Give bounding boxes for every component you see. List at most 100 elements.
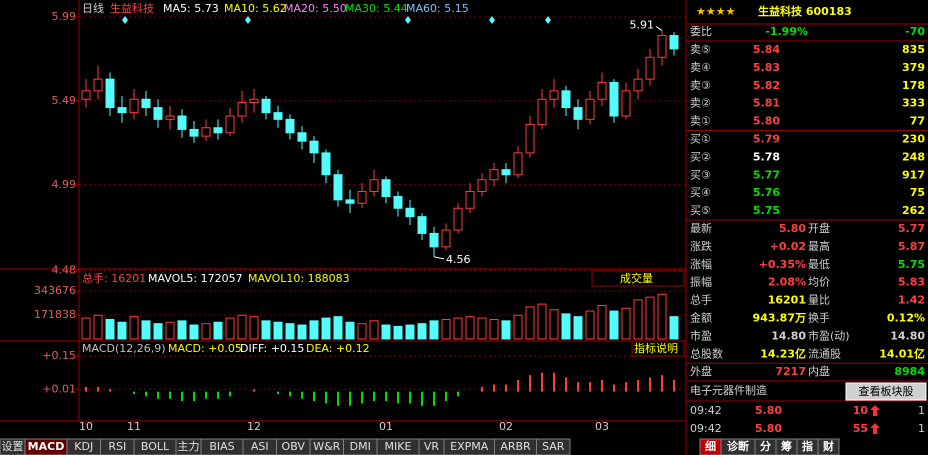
volume-bar xyxy=(501,320,511,340)
tick-count: 1 xyxy=(918,404,925,417)
stat-value: 14.80 xyxy=(771,329,806,342)
candle-body xyxy=(513,152,523,176)
volume-bar xyxy=(465,316,475,340)
indicator-box[interactable] xyxy=(631,340,685,357)
y-tick-label: 171838 xyxy=(34,308,76,321)
stat-label: 外盘 xyxy=(690,364,712,378)
x-tick-label: 11 xyxy=(127,420,141,433)
event-marker xyxy=(489,16,495,24)
candle-body xyxy=(501,169,511,176)
side-tab-label: 分 xyxy=(760,439,771,453)
stat-label: 最高 xyxy=(808,239,830,253)
legend-entry: MA10: 5.62 xyxy=(224,2,287,15)
tick-volume: 55 xyxy=(853,422,868,435)
volume-bar xyxy=(645,296,655,340)
candle-body xyxy=(357,190,367,204)
volume-bar xyxy=(609,310,619,340)
x-tick-label: 10 xyxy=(79,420,93,433)
side-tab[interactable] xyxy=(817,438,840,455)
tab-label: DMI xyxy=(350,440,371,453)
volume-bar xyxy=(81,317,91,340)
tab[interactable] xyxy=(536,438,571,455)
candle-body xyxy=(285,118,295,134)
stat-value: 14.01亿 xyxy=(879,346,925,360)
stat-value: +0.35% xyxy=(759,258,806,271)
candle-body xyxy=(117,107,127,114)
stat-label: 市盈(动) xyxy=(808,328,850,342)
y-tick-label: 5.49 xyxy=(52,94,77,107)
tab-label: VR xyxy=(424,440,440,453)
book-volume: 379 xyxy=(902,61,925,74)
stat-label: 金额 xyxy=(690,311,712,325)
tab-label: MIKE xyxy=(385,440,412,453)
book-label: 买⑤ xyxy=(690,204,711,217)
candle-body xyxy=(153,107,163,120)
side-tab-label: 指 xyxy=(802,439,813,453)
side-tab-label: 筹 xyxy=(781,439,792,453)
legend-entry: MAVOL10: 188083 xyxy=(248,272,350,285)
volume-bar xyxy=(237,314,247,340)
book-price: -1.99% xyxy=(765,25,808,38)
candle-body xyxy=(633,78,643,92)
event-marker xyxy=(245,16,251,24)
event-marker xyxy=(405,16,411,24)
tick-volume: 10 xyxy=(853,404,869,417)
tab-label: ASI xyxy=(251,440,269,453)
y-tick-label: 4.48 xyxy=(52,263,77,276)
candle-body xyxy=(93,78,103,92)
tab-label: KDJ xyxy=(74,440,93,453)
tab-label: RSI xyxy=(108,440,126,453)
legend-entry: MACD: +0.05 xyxy=(168,342,242,355)
book-label: 买③ xyxy=(690,168,711,181)
high-annotation: 5.91 xyxy=(630,18,655,31)
stat-value: 7217 xyxy=(775,365,806,378)
legend-entry: DIFF: +0.15 xyxy=(240,342,304,355)
stat-label: 换手 xyxy=(808,311,830,325)
stat-label: 总手 xyxy=(690,293,712,307)
candle-body xyxy=(213,127,223,134)
volume-bar xyxy=(117,321,127,340)
tick-time: 09:42 xyxy=(690,422,722,435)
book-label: 卖④ xyxy=(690,61,711,74)
tab-label: MACD xyxy=(28,440,65,453)
candle-body xyxy=(381,179,391,198)
candle-body xyxy=(333,174,343,201)
candle-body xyxy=(441,229,451,248)
book-volume: 178 xyxy=(902,79,925,92)
stat-label: 市盈 xyxy=(690,328,712,342)
stat-value: +0.02 xyxy=(770,240,806,253)
book-price: 5.76 xyxy=(753,186,780,199)
indicator-box[interactable] xyxy=(591,270,685,287)
side-tab-label: 细 xyxy=(705,439,716,453)
candle-body xyxy=(417,216,427,234)
book-volume: 77 xyxy=(910,115,925,128)
book-label: 买① xyxy=(690,133,711,146)
book-volume: 917 xyxy=(902,168,925,181)
candle-body xyxy=(105,78,115,109)
volume-bar xyxy=(105,318,115,340)
volume-bar xyxy=(621,307,631,340)
volume-bar xyxy=(357,323,367,340)
volume-bar xyxy=(201,323,211,340)
tab-label: ARBR xyxy=(500,440,531,453)
legend-entry: MA20: 5.50 xyxy=(284,2,347,15)
book-label: 委比 xyxy=(690,25,712,38)
stat-value: 8984 xyxy=(894,365,925,378)
stat-value: 1.42 xyxy=(898,294,925,307)
volume-bar xyxy=(489,318,499,340)
stat-value: 5.80 xyxy=(779,222,806,235)
book-volume: -70 xyxy=(905,25,925,38)
candle-body xyxy=(225,115,235,134)
candle-body xyxy=(393,196,403,209)
candle-body xyxy=(549,90,559,100)
candle-body xyxy=(561,90,571,109)
tick-price: 5.80 xyxy=(755,404,782,417)
volume-bar xyxy=(189,324,199,340)
button[interactable] xyxy=(845,382,927,401)
volume-bar xyxy=(573,316,583,340)
candle-body xyxy=(141,98,151,109)
candle-body xyxy=(477,179,487,192)
volume-bar xyxy=(177,320,187,340)
candle-body xyxy=(201,127,211,137)
